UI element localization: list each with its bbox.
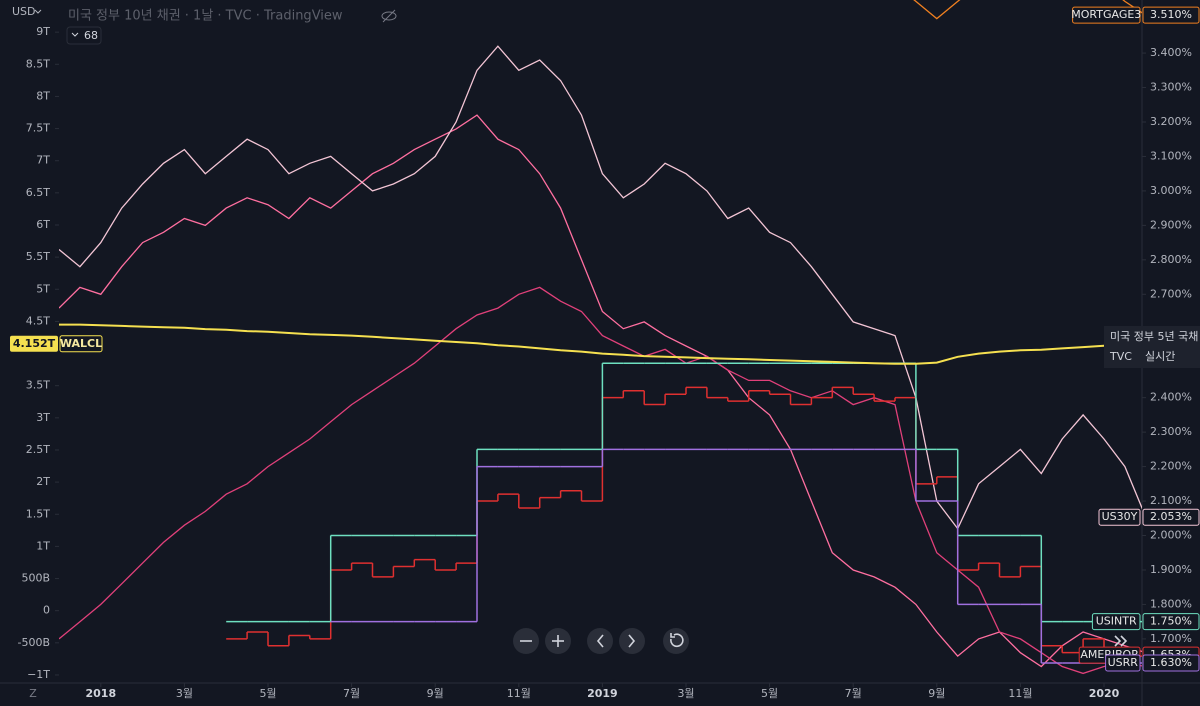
y2-tick-label: 2.900% [1150, 218, 1192, 231]
currency-chevron [34, 9, 42, 14]
value-label: 4.152T [13, 337, 56, 350]
y-tick-label: 1T [36, 539, 50, 552]
x-tick-label: 9월 [427, 687, 444, 700]
x-tick-label: 9월 [928, 687, 945, 700]
indicator-toggle[interactable] [66, 26, 102, 45]
series-name: MORTGAGE3 [1071, 8, 1141, 21]
scroll-left[interactable] [587, 628, 613, 654]
value-label: 2.053% [1150, 510, 1192, 523]
name-box [1105, 654, 1141, 672]
name-box [1091, 613, 1141, 631]
y-tick-label: 3.5T [26, 379, 50, 392]
x-tick-label: 2019 [587, 687, 618, 700]
jump-latest[interactable] [1114, 635, 1128, 647]
axes: 9T 8.5T 8T 7.5T 7T 6.5T 6T 5.5T 5T 4.5T 3.5T 3T 2.5T… [10, 6, 1200, 700]
value-label: 1.630% [1150, 656, 1192, 669]
y-tick-label: 3T [36, 411, 50, 424]
series-name: USRR [1108, 656, 1139, 669]
series-name: US30Y [1102, 510, 1138, 523]
x-tick-label: 11월 [1008, 687, 1032, 700]
y-tick-label: 1.5T [26, 507, 50, 520]
value-box [1142, 508, 1200, 526]
x-tick-label: 5월 [761, 687, 778, 700]
overlay-panel [1104, 326, 1200, 368]
overlay-source: TVC [1109, 350, 1132, 363]
y-tick-label: 7.5T [26, 122, 50, 135]
hide-icon[interactable] [381, 9, 397, 23]
y-tick-label: 2T [36, 475, 50, 488]
reset[interactable] [663, 628, 689, 654]
overlay-symbol: 미국 정부 5년 국채 [1110, 330, 1198, 343]
y2-tick-label: 3.200% [1150, 115, 1192, 128]
value-box [1142, 6, 1200, 24]
scroll-right[interactable] [619, 628, 645, 654]
y-tick-label: 9T [36, 25, 50, 38]
currency-label[interactable]: USD [12, 5, 36, 18]
series-name: WALCL [60, 337, 102, 350]
y2-tick-label: 3.400% [1150, 46, 1192, 59]
x-tick-label: 7월 [343, 687, 360, 700]
y2-tick-label: 2.000% [1150, 529, 1192, 542]
x-tick-label: 3월 [677, 687, 694, 700]
series-name: USINTR [1096, 615, 1137, 628]
value-label: 1.750% [1150, 615, 1192, 628]
y-tick-label: 4.5T [26, 314, 50, 327]
y2-tick-label: 3.300% [1150, 81, 1192, 94]
y-tick-label: 8.5T [26, 57, 50, 70]
y2-tick-label: 3.100% [1150, 149, 1192, 162]
overlay-mode: 실시간 [1145, 350, 1175, 363]
value-label: 3.510% [1150, 8, 1192, 21]
name-box [1072, 6, 1141, 24]
series-line [59, 286, 1142, 675]
series-line [59, 45, 1142, 530]
y2-tick-label: 1.900% [1150, 563, 1192, 576]
y-tick-label: 2.5T [26, 443, 50, 456]
y2-tick-label: 2.300% [1150, 425, 1192, 438]
y2-tick-label: 2.100% [1150, 494, 1192, 507]
series-line [59, 323, 1142, 365]
y-tick-label: -500B [17, 636, 50, 649]
y2-tick-label: 1.700% [1150, 632, 1192, 645]
x-tick-label: 2020 [1089, 687, 1120, 700]
y-tick-label: 6T [36, 218, 50, 231]
y2-tick-label: 2.200% [1150, 460, 1192, 473]
value-box [1142, 654, 1200, 672]
x-tick-label: 3월 [176, 687, 193, 700]
series-line [59, 114, 1142, 668]
y-tick-label: 0 [43, 604, 50, 617]
y-tick-label: 8T [36, 89, 50, 102]
x-tick-label: 11월 [507, 687, 531, 700]
y-tick-label: 6.5T [26, 186, 50, 199]
y2-tick-label: 1.800% [1150, 597, 1192, 610]
indicator-chevron [71, 32, 79, 37]
x-tick-label: 5월 [259, 687, 276, 700]
value-box [10, 335, 58, 352]
y2-tick-label: 2.400% [1150, 391, 1192, 404]
plot-area [59, 0, 1142, 675]
y-tick-label: 5T [36, 282, 50, 295]
y2-tick-label: 2.700% [1150, 287, 1192, 300]
y2-tick-label: 3.000% [1150, 184, 1192, 197]
y-tick-label: 5.5T [26, 250, 50, 263]
name-box [59, 335, 103, 353]
y2-tick-label: 2.800% [1150, 253, 1192, 266]
value-box [1142, 613, 1200, 631]
scale-button[interactable]: Z [29, 687, 37, 700]
indicator-count: 68 [84, 29, 98, 42]
x-tick-label: 7월 [845, 687, 862, 700]
y-tick-label: 7T [36, 154, 50, 167]
symbol-title: 미국 정부 10년 채권 · 1날 · TVC · TradingView [68, 9, 343, 24]
nav-buttons [513, 628, 1128, 654]
name-box [1098, 508, 1141, 526]
x-tick-label: 2018 [85, 687, 116, 700]
y-tick-label: −1T [27, 668, 50, 681]
y-tick-label: 500B [21, 572, 50, 585]
